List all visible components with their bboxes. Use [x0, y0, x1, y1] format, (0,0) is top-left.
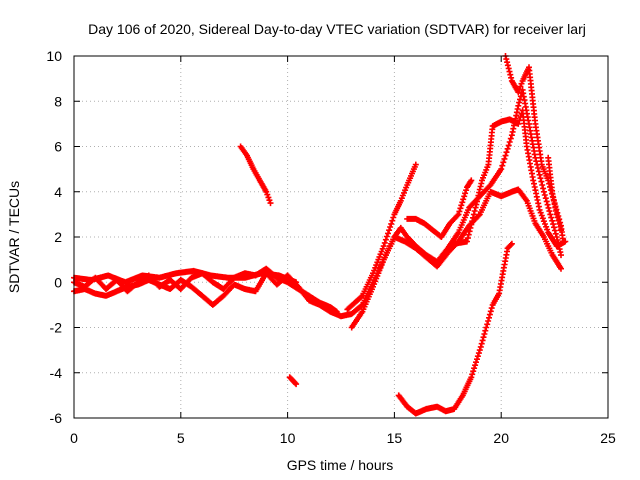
y-tick-label: -6	[50, 410, 63, 426]
series-10-markers	[395, 240, 515, 417]
x-tick-label: 15	[387, 430, 403, 446]
x-tick-label: 0	[70, 430, 78, 446]
y-tick-label: -2	[50, 320, 63, 336]
plot-marks	[71, 53, 569, 417]
x-tick-label: 5	[177, 430, 185, 446]
x-tick-label: 25	[600, 430, 616, 446]
y-tick-label: 6	[54, 139, 62, 155]
data-series	[395, 240, 515, 417]
y-tick-label: 10	[46, 48, 62, 64]
y-axis-label: SDTVAR / TECUs	[6, 181, 22, 293]
series-6-markers	[404, 177, 475, 240]
data-series	[284, 86, 564, 320]
data-series	[545, 154, 564, 234]
series-12-markers	[286, 374, 300, 388]
plot-frame	[73, 55, 609, 419]
data-series	[237, 143, 274, 207]
series-11-markers	[237, 143, 274, 207]
axis-ticks: 0 5 10 15 20 25 -6 -4 -2 0 2 4 6 8 10	[46, 48, 616, 446]
data-series	[348, 186, 564, 331]
y-tick-label: 2	[54, 229, 62, 245]
data-series	[404, 177, 475, 240]
x-axis-label: GPS time / hours	[287, 457, 394, 473]
series-3-markers	[284, 86, 564, 320]
y-tick-label: -4	[50, 365, 63, 381]
y-tick-label: 0	[54, 274, 62, 290]
x-tick-label: 10	[280, 430, 296, 446]
series-5-markers	[348, 186, 564, 331]
y-tick-label: 4	[54, 184, 62, 200]
data-series	[344, 161, 419, 313]
chart-title: Day 106 of 2020, Sidereal Day-to-day VTE…	[88, 21, 586, 37]
series-4-markers	[344, 161, 419, 313]
data-series	[451, 107, 569, 250]
series-9-markers	[545, 154, 564, 234]
data-series	[286, 374, 300, 388]
series-7-markers	[451, 107, 569, 250]
y-tick-label: 8	[54, 93, 62, 109]
x-tick-label: 20	[493, 430, 509, 446]
